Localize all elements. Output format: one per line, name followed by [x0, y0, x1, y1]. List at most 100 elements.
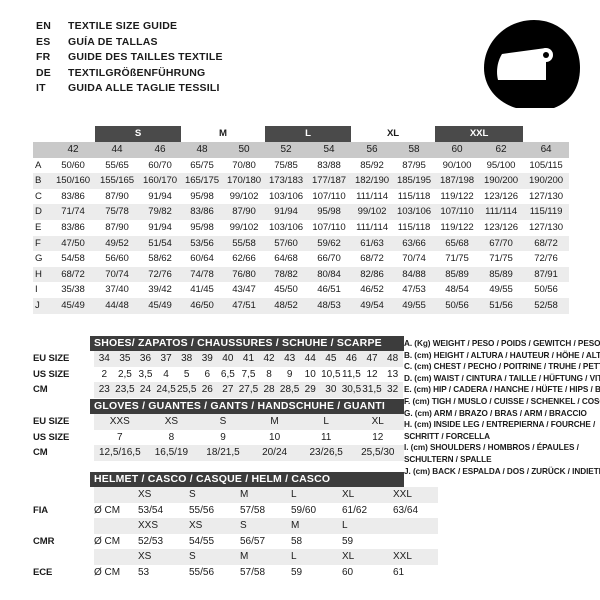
- cell: 45/49: [51, 297, 95, 314]
- cell: 91/94: [139, 188, 181, 205]
- size-band-s: S: [95, 126, 181, 142]
- cell: 32: [382, 382, 403, 398]
- title-lang-fr: FR: [36, 51, 51, 63]
- cell: 87/95: [393, 157, 436, 174]
- cell: 47: [361, 351, 383, 367]
- cell: 95/98: [181, 219, 223, 236]
- size-number-52: 52: [265, 141, 307, 158]
- cell: 2,5: [114, 366, 136, 382]
- table-row: EU SIZE XXS XS S M L XL: [33, 414, 404, 430]
- cell: 107/110: [435, 204, 480, 220]
- cell: 177/187: [307, 173, 352, 189]
- cell: 26: [196, 382, 218, 398]
- gloves-header: GLOVES / GUANTES / GANTS / HANDSCHUHE / …: [90, 399, 404, 414]
- cell: 105/115: [523, 157, 570, 174]
- legend-line-0: A. (Kg) WEIGHT / PESO / POIDS / GEWITCH …: [404, 339, 600, 348]
- cell: 18/21,5: [197, 445, 249, 461]
- cell: 95/98: [307, 204, 352, 220]
- legend-line-8: SCHRITT / FORCELLA: [404, 431, 490, 441]
- cell: 66/70: [307, 251, 352, 267]
- helmet-size-label: L: [336, 518, 387, 534]
- cell: 68/72: [523, 235, 570, 252]
- cell: 23,5: [114, 382, 136, 398]
- helmet-unit-spacer: [94, 487, 132, 503]
- cell: 5: [176, 366, 197, 382]
- measurement-legend: A. (Kg) WEIGHT / PESO / POIDS / GEWITCH …: [404, 338, 600, 477]
- size-band-m: M: [181, 126, 265, 142]
- cell: 45/49: [139, 297, 181, 314]
- legend-line-3: D. (cm) WAIST / CINTURA / TAILLE / HÜFTU…: [404, 373, 600, 383]
- cell: 127/130: [523, 219, 570, 236]
- title-text-es: GUÍA DE TALLAS: [68, 35, 158, 48]
- helmet-size-label: [387, 518, 438, 534]
- helmet-size-label: XS: [132, 487, 183, 503]
- cell: 63/66: [393, 235, 436, 252]
- cell: 150/160: [51, 173, 95, 189]
- cell: 75/78: [95, 204, 139, 220]
- helmet-size-row: XXS XS S M L: [33, 518, 438, 534]
- cell: 187/198: [435, 173, 480, 189]
- cell: 115/118: [393, 188, 436, 205]
- cell: 91/94: [265, 204, 307, 220]
- gloves-table: GLOVES / GUANTES / GANTS / HANDSCHUHE / …: [33, 399, 404, 461]
- cell: 28,5: [279, 382, 300, 398]
- cell: 27,5: [238, 382, 259, 398]
- helmet-standard-ece: ECE: [33, 564, 94, 580]
- cell: 23/26,5: [300, 445, 352, 461]
- helmet-size-row: XS S M L XL XXL: [33, 487, 438, 503]
- cell: 71/75: [479, 251, 524, 267]
- helmet-unit: Ø CM: [94, 564, 132, 580]
- table-row: E 83/86 87/90 91/94 95/98 99/102 103/106 107/11…: [33, 219, 570, 236]
- cell: 46/50: [181, 297, 223, 314]
- helmet-size-row-spacer: [33, 518, 94, 534]
- cell: 57/58: [234, 564, 285, 580]
- size-number-56: 56: [351, 141, 394, 158]
- table-row: C 83/86 87/90 91/94 95/98 99/102 103/106 107/11…: [33, 188, 570, 205]
- cell: 35: [114, 351, 136, 367]
- gloves-row-label: CM: [33, 445, 94, 461]
- cell: 56/57: [234, 533, 285, 549]
- cell: 47/51: [223, 297, 265, 314]
- table-row: CM 12,5/16,5 16,5/19 18/21,5 20/24 23/26,5 25,…: [33, 445, 404, 461]
- cell: 55/58: [223, 235, 265, 252]
- shoes-row-label: CM: [33, 382, 94, 398]
- cell: 43/47: [223, 282, 265, 298]
- cell: 37/40: [95, 282, 139, 298]
- cell: 31,5: [361, 382, 383, 398]
- cell: 59/62: [307, 235, 352, 252]
- cell: 9: [279, 366, 300, 382]
- helmet-size-label: XS: [132, 549, 183, 565]
- cell: 61/63: [351, 235, 394, 252]
- title-text-en: TEXTILE SIZE GUIDE: [68, 20, 178, 32]
- cell: 99/102: [223, 219, 265, 236]
- cell: L: [300, 414, 352, 430]
- band-spacer: [33, 126, 51, 142]
- cell: 68/72: [51, 266, 95, 283]
- helmet-size-label: XXL: [387, 549, 438, 565]
- cell: 24: [135, 382, 156, 398]
- cell: 25,5: [176, 382, 197, 398]
- title-text-fr: GUIDE DES TAILLES TEXTILE: [68, 51, 223, 63]
- cell: 62/66: [223, 251, 265, 267]
- cell: 6: [196, 366, 218, 382]
- gloves-row-label: US SIZE: [33, 429, 94, 445]
- row-label-j: J: [33, 297, 51, 314]
- cell: 115/118: [393, 219, 436, 236]
- cell: 41: [238, 351, 259, 367]
- cell: 44/48: [95, 297, 139, 314]
- helmets-table: HELMET / CASCO / CASQUE / HELM / CASCO X…: [33, 472, 438, 580]
- cell: 71/74: [51, 204, 95, 220]
- cell: 57/58: [234, 502, 285, 518]
- cell: 72/76: [523, 251, 570, 267]
- cell: 123/126: [479, 188, 524, 205]
- cell: 60: [336, 564, 387, 580]
- legend-line-1: B. (cm) HEIGHT / ALTURA / HAUTEUR / HÖHE…: [404, 350, 600, 360]
- cell: 85/92: [351, 157, 394, 174]
- cell: 12,5/16,5: [94, 445, 146, 461]
- cell: 55/65: [95, 157, 139, 174]
- row-label-b: B: [33, 173, 51, 189]
- table-row: EU SIZE 34 35 36 37 38 39 40 41 42 43 44 45 46 47 48: [33, 351, 403, 367]
- size-band-empty: [51, 126, 95, 142]
- legend-line-6: G. (cm) ARM / BRAZO / BRAS / ARM / BRACC…: [404, 408, 587, 418]
